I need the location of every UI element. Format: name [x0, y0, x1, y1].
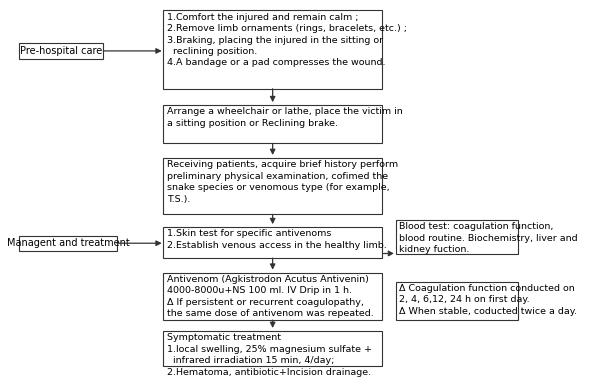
FancyBboxPatch shape	[396, 282, 518, 320]
Text: Blood test: coagulation function,
blood routine. Biochemistry, liver and
kidney : Blood test: coagulation function, blood …	[399, 222, 577, 254]
Text: Receiving patients, acquire brief history perform
preliminary physical examinati: Receiving patients, acquire brief histor…	[167, 160, 398, 204]
FancyBboxPatch shape	[163, 331, 382, 366]
Text: Pre-hospital care: Pre-hospital care	[20, 46, 102, 56]
FancyBboxPatch shape	[20, 235, 117, 251]
Text: Arrange a wheelchair or lathe, place the victim in
a sitting position or Reclini: Arrange a wheelchair or lathe, place the…	[167, 108, 402, 128]
FancyBboxPatch shape	[20, 43, 103, 59]
Text: Δ Coagulation function conducted on
2, 4, 6,12, 24 h on first day.
Δ When stable: Δ Coagulation function conducted on 2, 4…	[399, 284, 577, 316]
FancyBboxPatch shape	[163, 105, 382, 143]
Text: 1.Skin test for specific antivenoms
2.Establish venous access in the healthy lim: 1.Skin test for specific antivenoms 2.Es…	[167, 229, 387, 250]
FancyBboxPatch shape	[163, 10, 382, 89]
Text: Managent and treatment: Managent and treatment	[7, 238, 129, 248]
FancyBboxPatch shape	[163, 158, 382, 214]
FancyBboxPatch shape	[163, 273, 382, 320]
Text: Antivenom (Agkistrodon Acutus Antivenin)
4000-8000u+NS 100 ml. IV Drip in 1 h.
Δ: Antivenom (Agkistrodon Acutus Antivenin)…	[167, 275, 374, 318]
FancyBboxPatch shape	[163, 227, 382, 258]
Text: Symptomatic treatment
1.local swelling, 25% magnesium sulfate +
  infrared irrad: Symptomatic treatment 1.local swelling, …	[167, 333, 372, 377]
Text: 1.Comfort the injured and remain calm ;
2.Remove limb ornaments (rings, bracelet: 1.Comfort the injured and remain calm ; …	[167, 13, 407, 68]
FancyBboxPatch shape	[396, 220, 518, 255]
